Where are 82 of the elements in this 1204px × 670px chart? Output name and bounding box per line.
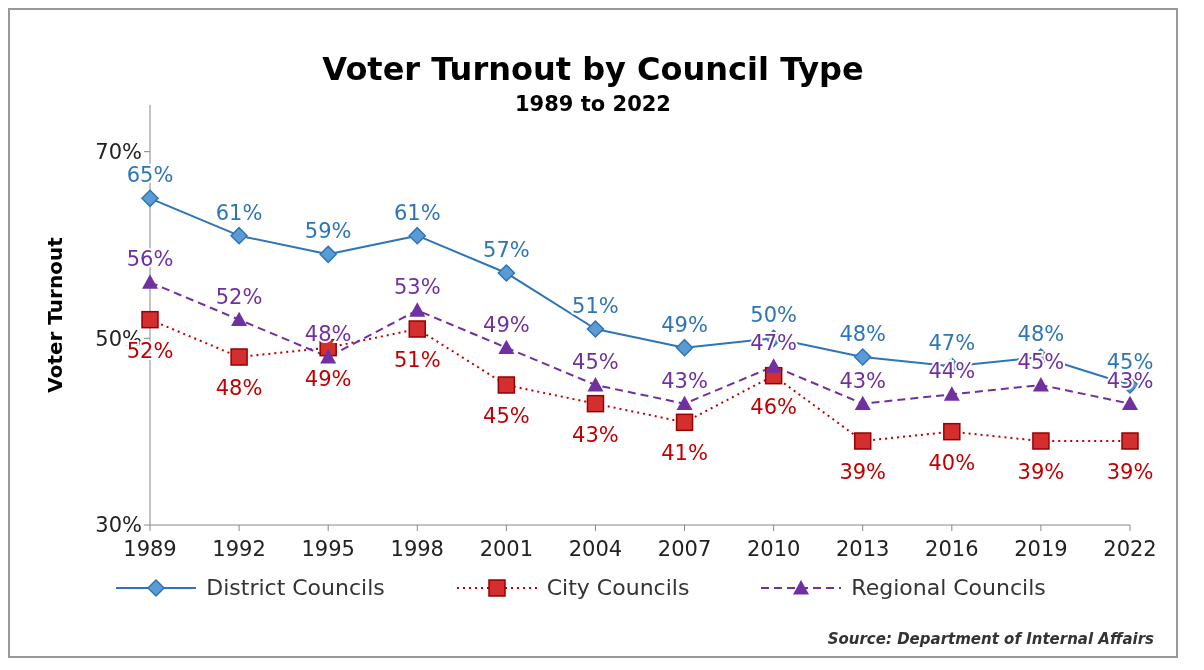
data-label: 59%	[304, 219, 352, 244]
x-tick-label: 2016	[925, 536, 979, 561]
data-label: 53%	[393, 275, 441, 300]
legend-label: City Councils	[546, 575, 690, 600]
legend-label: Regional Councils	[851, 575, 1046, 600]
x-tick-label: 1992	[212, 536, 266, 561]
point	[1032, 432, 1050, 450]
point	[230, 348, 248, 366]
point	[1122, 395, 1138, 411]
point	[1032, 377, 1049, 392]
data-label: 57%	[483, 238, 530, 262]
chart-title: Voter Turnout by Council Type	[321, 50, 865, 88]
source-note: Source: Department of Internal Affairs	[827, 630, 1154, 648]
point	[853, 348, 872, 366]
data-label: 49%	[661, 312, 708, 337]
x-tick-label: 2019	[1014, 536, 1068, 561]
data-label: 39%	[1106, 460, 1154, 484]
data-label: 50%	[750, 303, 797, 328]
data-label: 52%	[215, 284, 263, 309]
x-tick-label: 2022	[1103, 536, 1157, 561]
y-tick-label: 70%	[95, 140, 142, 165]
data-label: 44%	[928, 359, 976, 384]
data-label: 51%	[572, 294, 619, 318]
point	[498, 339, 515, 355]
x-tick-label: 1998	[390, 536, 444, 561]
x-tick-label: 2007	[657, 536, 712, 561]
data-label: 40%	[928, 450, 976, 475]
data-label: 46%	[750, 394, 797, 419]
point	[408, 226, 427, 245]
data-label: 45%	[483, 404, 530, 428]
chart-subtitle: 1989 to 2022	[514, 92, 672, 116]
data-label: 65%	[126, 163, 174, 188]
point	[765, 358, 782, 373]
data-label: 43%	[572, 422, 619, 447]
data-label: 56%	[126, 247, 174, 272]
point	[230, 226, 248, 245]
data-label: 39%	[839, 460, 887, 484]
point	[408, 320, 427, 338]
point	[676, 395, 693, 411]
x-tick-label: 2013	[836, 536, 890, 561]
point	[141, 310, 159, 329]
point	[943, 422, 961, 441]
point	[497, 264, 516, 282]
point	[943, 386, 960, 401]
point	[497, 376, 516, 394]
point	[409, 302, 426, 317]
point	[586, 394, 605, 413]
point	[854, 395, 871, 411]
point	[675, 338, 694, 357]
data-label: 39%	[1017, 460, 1065, 484]
data-label: 45%	[572, 350, 619, 374]
point	[853, 432, 872, 450]
point	[587, 377, 604, 392]
x-tick-label: 1989	[123, 536, 177, 561]
point	[142, 274, 158, 289]
data-label: 49%	[304, 366, 352, 391]
data-label: 61%	[215, 200, 263, 225]
point	[319, 245, 337, 264]
x-tick-label: 1995	[301, 536, 355, 561]
data-label: 49%	[483, 312, 530, 337]
data-label: 41%	[661, 441, 708, 466]
y-tick-label: 30%	[95, 513, 142, 538]
data-label: 48%	[304, 322, 352, 346]
x-tick-label: 2010	[746, 536, 801, 561]
legend-label: District Councils	[206, 575, 385, 600]
point	[1121, 432, 1139, 450]
data-label: 61%	[393, 200, 441, 225]
point	[231, 311, 248, 327]
data-label: 47%	[928, 331, 976, 356]
point	[141, 189, 159, 208]
data-label: 43%	[839, 368, 887, 393]
data-label: 51%	[393, 348, 441, 372]
point	[675, 413, 694, 432]
x-tick-label: 2004	[568, 536, 623, 561]
data-label: 48%	[1017, 322, 1065, 346]
data-label: 48%	[839, 322, 887, 346]
y-axis-title: Voter Turnout	[43, 236, 68, 393]
data-label: 48%	[215, 376, 263, 400]
point	[320, 349, 337, 364]
point	[586, 320, 605, 338]
data-label: 43%	[661, 368, 708, 393]
x-tick-label: 2001	[479, 536, 534, 561]
